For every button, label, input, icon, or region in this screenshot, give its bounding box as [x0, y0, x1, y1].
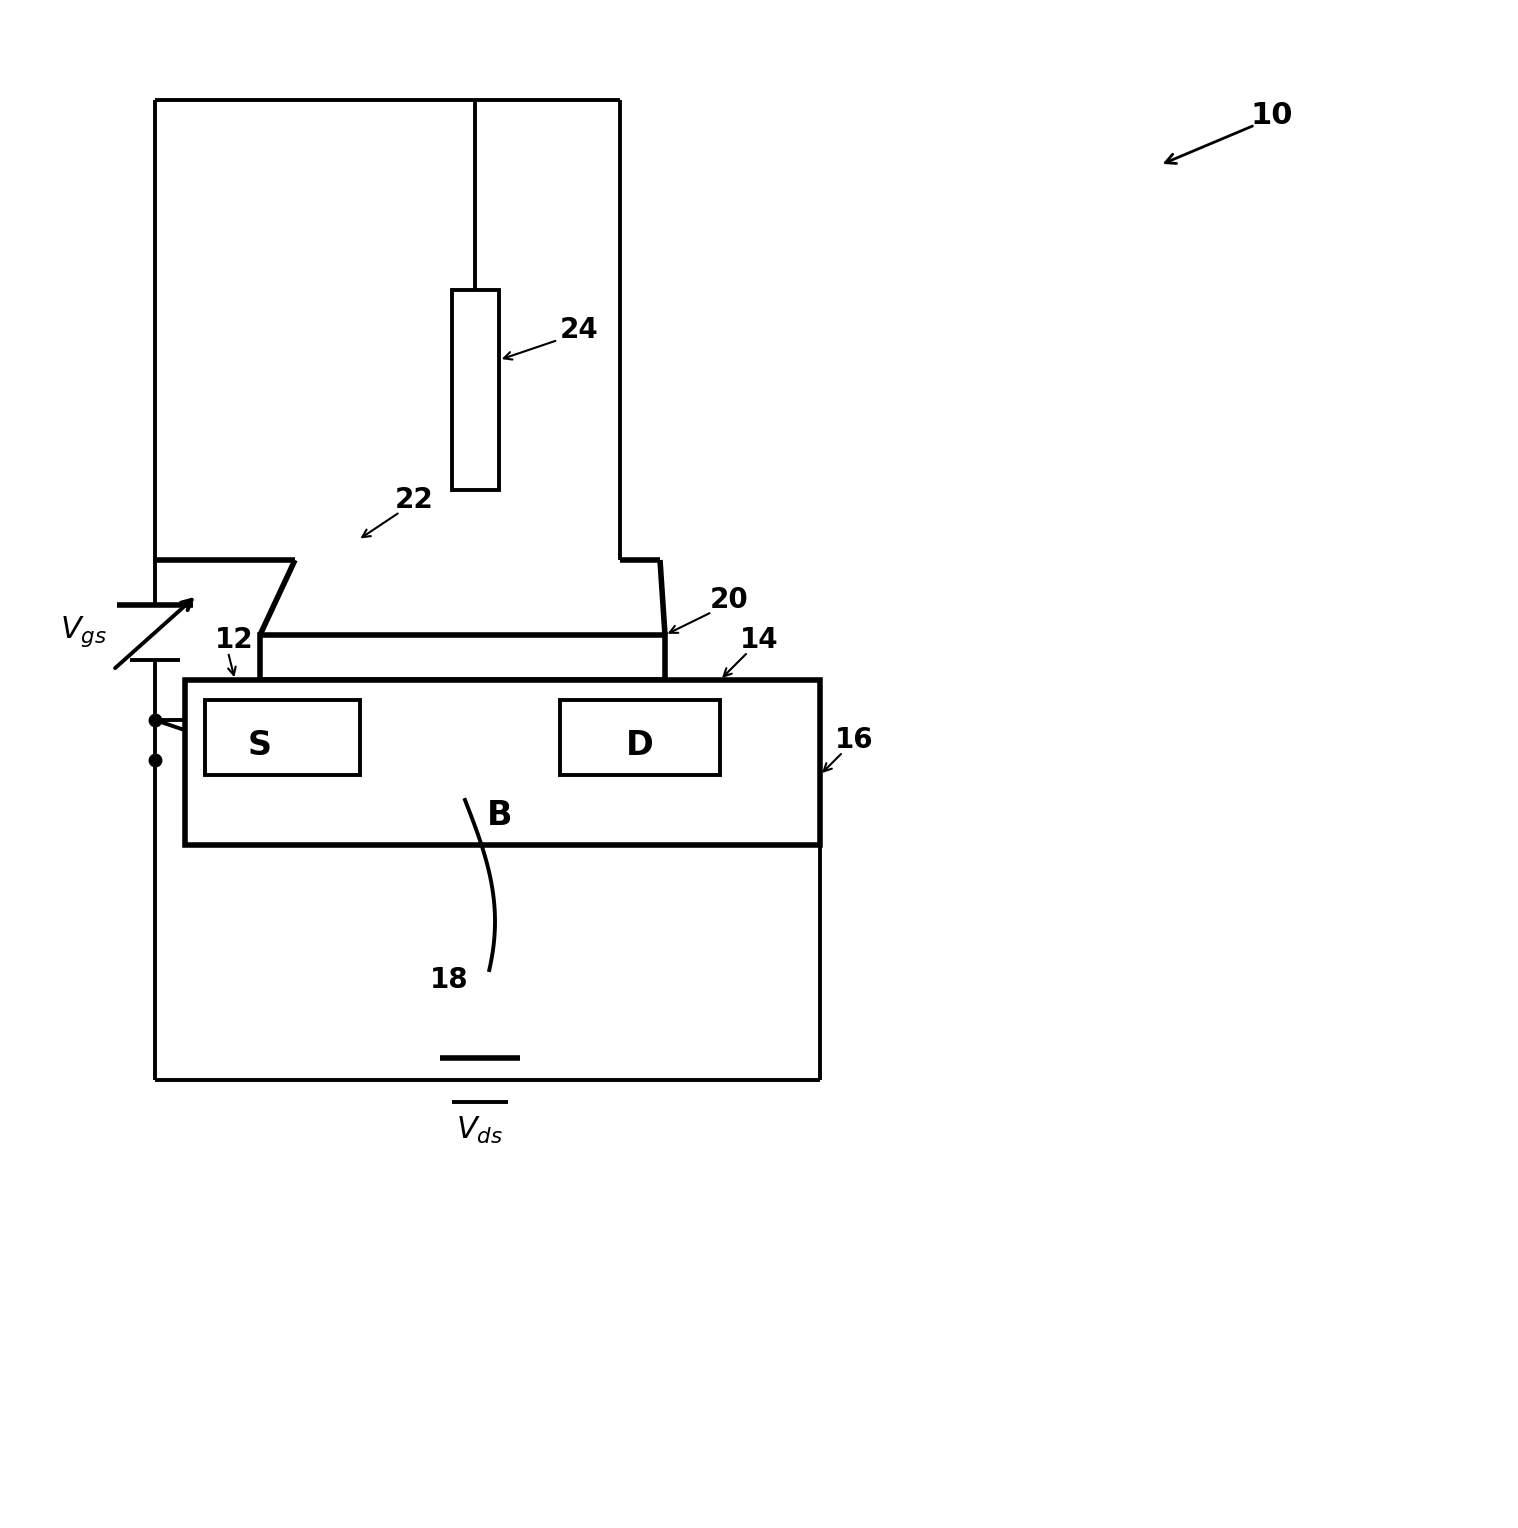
Bar — [185, 680, 820, 845]
Text: 20: 20 — [710, 587, 748, 614]
Text: B: B — [487, 799, 513, 831]
Text: 22: 22 — [395, 486, 434, 513]
Text: 12: 12 — [216, 626, 254, 654]
Bar — [452, 290, 499, 490]
Text: $V_{gs}$: $V_{gs}$ — [61, 614, 108, 649]
Text: 24: 24 — [560, 316, 598, 344]
Text: S: S — [247, 729, 272, 761]
Bar — [260, 636, 665, 680]
Text: 10: 10 — [1249, 101, 1292, 130]
Bar — [205, 700, 360, 775]
Text: $V_{ds}$: $V_{ds}$ — [455, 1114, 502, 1146]
Text: 18: 18 — [430, 966, 469, 995]
Bar — [560, 700, 720, 775]
Text: 14: 14 — [739, 626, 779, 654]
Text: 16: 16 — [835, 726, 874, 753]
Text: D: D — [625, 729, 654, 761]
